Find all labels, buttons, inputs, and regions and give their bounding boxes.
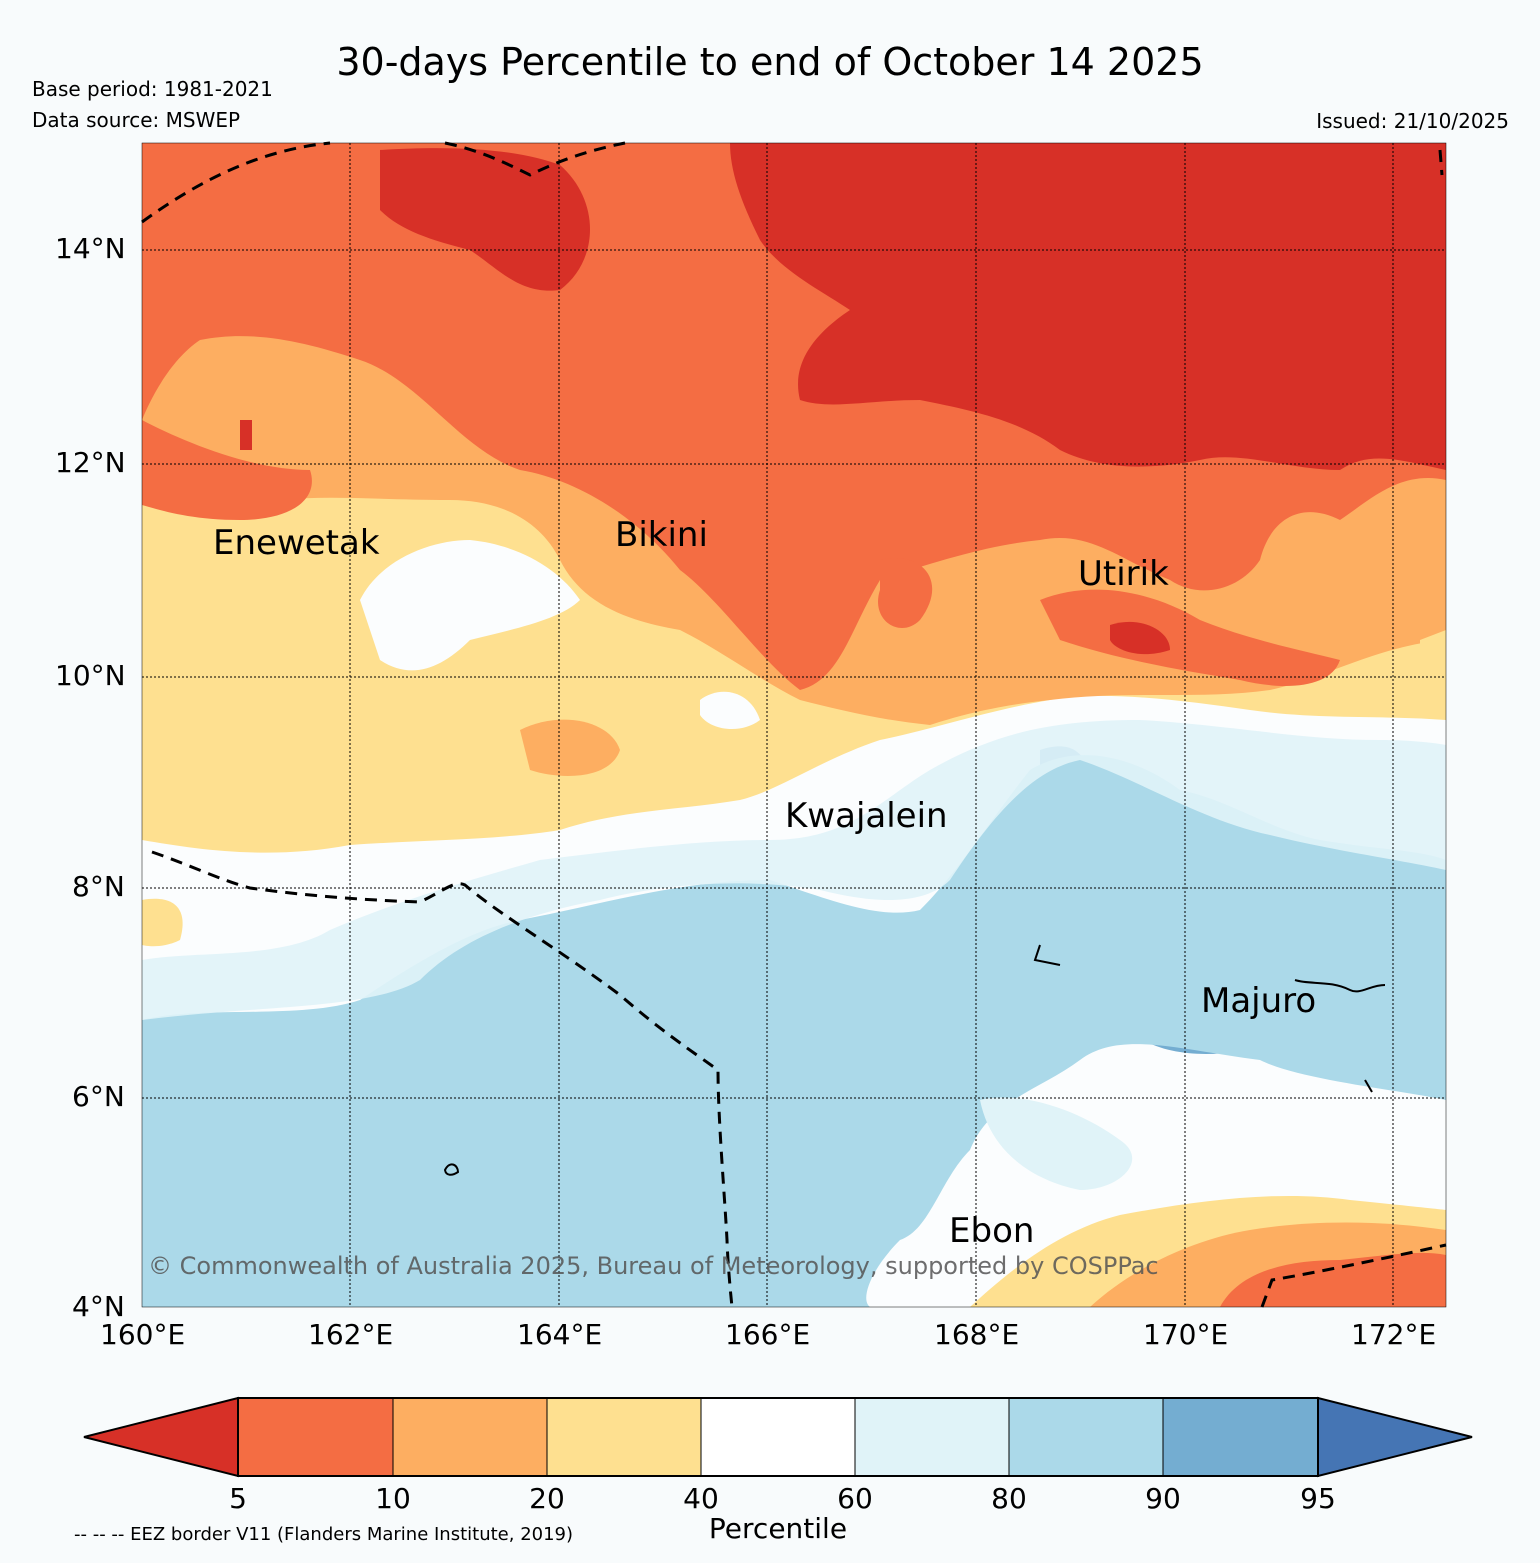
map-frame	[141, 142, 1447, 1308]
lat-label-12n: 12°N	[55, 446, 126, 479]
colorbar-label: Percentile	[708, 1512, 848, 1545]
lat-label-10n: 10°N	[55, 659, 126, 692]
colorbar-bin-10-20	[392, 1397, 548, 1477]
graticule	[142, 143, 1446, 1307]
place-bikini: Bikini	[615, 515, 708, 555]
colorbar-bin-60-80	[854, 1397, 1010, 1477]
place-ebon: Ebon	[949, 1211, 1035, 1251]
colorbar-bin-20-40	[546, 1397, 702, 1477]
colorbar-tick-40: 40	[683, 1482, 719, 1515]
place-enewetak: Enewetak	[213, 523, 380, 563]
eez-border	[141, 141, 1447, 1308]
issued-date: Issued: 21/10/2025	[1316, 109, 1509, 133]
lon-label-172e: 172°E	[1351, 1318, 1437, 1351]
islands	[443, 944, 1386, 1176]
place-utirik: Utirik	[1078, 554, 1169, 594]
colorbar-bin-90-95	[1162, 1397, 1319, 1477]
lon-label-170e: 170°E	[1143, 1318, 1229, 1351]
copyright-notice: © Commonwealth of Australia 2025, Bureau…	[148, 1252, 1159, 1280]
lat-label-8n: 8°N	[72, 870, 125, 903]
lat-label-4n: 4°N	[72, 1290, 125, 1323]
lat-label-14n: 14°N	[55, 232, 126, 265]
band-60-80	[142, 720, 1446, 1020]
place-kwajalein: Kwajalein	[785, 796, 948, 836]
colorbar-tick-20: 20	[529, 1482, 565, 1515]
base-period: Base period: 1981-2021	[32, 77, 273, 101]
colorbar-bin-40-60	[700, 1397, 856, 1477]
band-below-5	[380, 148, 590, 291]
percentile-field	[142, 143, 1446, 1307]
lat-label-6n: 6°N	[72, 1080, 125, 1113]
band-80-90	[142, 755, 1446, 1307]
colorbar-tick-95: 95	[1300, 1482, 1336, 1515]
data-source: Data source: MSWEP	[32, 108, 241, 132]
colorbar-tick-80: 80	[991, 1482, 1027, 1515]
lon-label-166e: 166°E	[725, 1318, 811, 1351]
colorbar-tick-10: 10	[375, 1482, 411, 1515]
colorbar-tick-60: 60	[837, 1482, 873, 1515]
colorbar-bin-5-10	[237, 1397, 394, 1477]
map-title: 30-days Percentile to end of October 14 …	[336, 40, 1204, 84]
lon-label-160e: 160°E	[100, 1318, 186, 1351]
lon-label-164e: 164°E	[517, 1318, 603, 1351]
colorbar-triangle-high	[1317, 1396, 1473, 1478]
colorbar-triangle-low	[83, 1396, 239, 1478]
colorbar-tick-90: 90	[1145, 1482, 1181, 1515]
colorbar-bin-80-90	[1008, 1397, 1164, 1477]
eez-legend-note: -- -- -- EEZ border V11 (Flanders Marine…	[74, 1524, 574, 1545]
colorbar	[83, 1396, 1473, 1478]
colorbar-tick-5: 5	[229, 1482, 247, 1515]
lon-label-168e: 168°E	[934, 1318, 1020, 1351]
lon-label-162e: 162°E	[308, 1318, 394, 1351]
place-majuro: Majuro	[1201, 981, 1317, 1021]
